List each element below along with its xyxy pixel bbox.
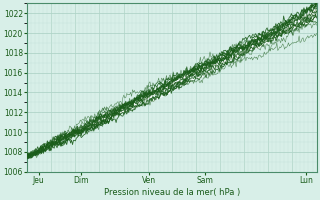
X-axis label: Pression niveau de la mer( hPa ): Pression niveau de la mer( hPa ): [104, 188, 240, 197]
